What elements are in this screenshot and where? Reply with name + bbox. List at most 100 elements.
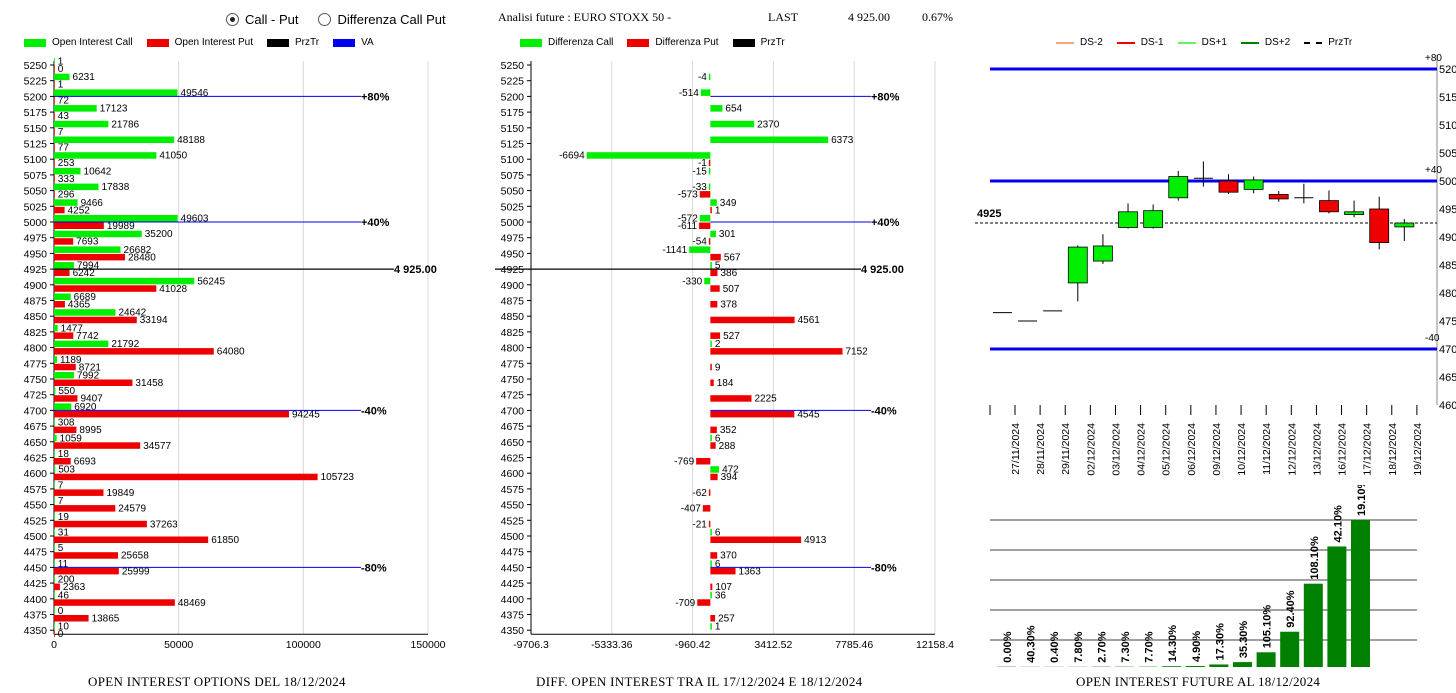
strike-label: 4875: [24, 296, 48, 308]
candle-body: [1093, 245, 1113, 262]
oi-future-label: 7.70%: [1144, 631, 1156, 662]
date-label: 27/11/2024: [1010, 423, 1022, 475]
bar-value-label: 48188: [177, 135, 205, 146]
put-bar: [710, 206, 712, 214]
date-label: 09/12/2024: [1211, 423, 1223, 476]
put-bar: [710, 301, 718, 308]
oi-future-label: 105.10%: [1262, 605, 1274, 649]
candlestick-chart: 4600 4650 4700 4750 4800 4850 4900 4950 5000 5050…: [975, 53, 1456, 476]
legend-swatch: [1116, 41, 1135, 44]
strike-label: 5150: [501, 123, 525, 135]
strike-label: 5050: [24, 186, 48, 198]
oi-future-bar: [1256, 652, 1276, 667]
strike-label: 4950: [24, 248, 48, 260]
legend-prztr: PrzTr: [267, 37, 319, 48]
bar-value-label: 184: [717, 378, 734, 389]
strike-label: 4525: [501, 515, 525, 527]
legend-label: PrzTr: [760, 37, 785, 48]
strike-label: 5000: [24, 217, 48, 229]
strike-label: 4400: [501, 594, 525, 606]
legend-swatch: [333, 38, 356, 47]
legend-swatch: [267, 38, 289, 47]
strike-label: 4975: [24, 233, 48, 245]
strike-label: 4850: [501, 311, 525, 323]
candle-body: [1168, 176, 1189, 199]
bar-value-label: 9466: [81, 198, 104, 209]
call-bar: [710, 340, 712, 348]
bar-value-label: 9: [715, 362, 721, 373]
put-bar: [54, 583, 60, 591]
radio-call-put-indicator[interactable]: [226, 13, 239, 26]
change-percent: 0.67%: [922, 10, 953, 24]
put-bar: [54, 567, 119, 575]
radio-differenza[interactable]: Differenza Call Put: [318, 12, 446, 27]
bar-value-label: 35200: [145, 229, 173, 240]
put-bar: [54, 426, 77, 434]
put-bar: [54, 536, 209, 543]
call-bar: [708, 167, 711, 175]
oi-future-label: 40.30%: [1026, 625, 1038, 663]
strike-label: 4600: [24, 468, 48, 480]
bar-value-label: 0: [58, 629, 64, 640]
oi-future-label: 92.40%: [1285, 590, 1297, 628]
legend-swatch: [1304, 41, 1323, 44]
call-bar: [54, 466, 56, 473]
bar-value-label: 7992: [77, 371, 100, 382]
strike-label: 4750: [24, 374, 48, 386]
call-bar: [54, 152, 157, 159]
put-bar: [54, 191, 55, 198]
call-bar: [54, 167, 81, 175]
bar-value-label: 503: [58, 465, 75, 476]
bar-value-label: 2: [715, 339, 721, 350]
y-tick-label: 5100: [1439, 120, 1456, 132]
strike-label: 4600: [501, 468, 525, 480]
date-label: 29/11/2024: [1060, 423, 1072, 475]
candle-legend: DS-2 DS-1 DS+1 DS+2 PrzTr: [1056, 37, 1352, 48]
put-bar: [710, 552, 718, 559]
legend-swatch: [24, 38, 46, 47]
strike-label: 5225: [24, 76, 48, 88]
radio-call-put[interactable]: Call - Put: [226, 12, 298, 27]
put-bar: [54, 332, 74, 339]
oi-future-label: 35.30%: [1238, 621, 1250, 659]
strike-label: 5200: [501, 91, 525, 103]
y-tick-label: 4650: [1439, 372, 1456, 384]
bar-value-label: -21: [692, 519, 707, 530]
legend-oi-put: Open Interest Put: [146, 37, 253, 48]
bar-value-label: 107: [715, 582, 732, 593]
bar-value-label: 550: [58, 386, 75, 397]
legend-label: PrzTr: [1328, 37, 1353, 48]
bar-value-label: 0: [58, 64, 64, 75]
put-bar: [708, 238, 711, 245]
radio-differenza-indicator[interactable]: [318, 13, 332, 26]
level-label: -40: [1425, 333, 1440, 344]
bar-value-label: 17123: [100, 104, 128, 115]
bar-value-label: 352: [720, 425, 737, 436]
strike-label: 4750: [501, 374, 525, 386]
call-bar: [710, 105, 723, 112]
oi-chart-title: OPEN INTEREST OPTIONS DEL 18/12/2024: [88, 674, 346, 689]
put-bar: [54, 96, 55, 104]
y-tick-label: 4700: [1439, 344, 1456, 356]
date-label: 16/12/2024: [1337, 423, 1349, 476]
va-label: +40%: [871, 217, 900, 229]
oi-future-chart: 0.00% 40.30% 0.40% 7.80% 2.70% 7.30% 7.70% 14.3…: [990, 485, 1417, 667]
put-bar: [710, 442, 716, 449]
date-label: 19/12/2024: [1412, 423, 1424, 476]
bar-value-label: 49603: [181, 214, 209, 225]
put-bar: [710, 583, 713, 591]
bar-value-label: -330: [682, 276, 702, 287]
oi-future-label: 19.10%: [1356, 485, 1368, 516]
call-bar: [54, 277, 195, 285]
bar-value-label: -6694: [559, 151, 585, 162]
call-bar: [689, 246, 711, 253]
y-tick-label: 5200: [1439, 64, 1456, 76]
strike-label: 4350: [24, 625, 48, 637]
date-label: 17/12/2024: [1362, 423, 1374, 476]
strike-label: 5150: [24, 123, 48, 135]
put-bar: [54, 144, 55, 151]
call-bar: [54, 419, 55, 426]
legend-label: DS-2: [1080, 37, 1103, 48]
legend-candle-prztr: PrzTr: [1304, 37, 1352, 48]
put-bar: [54, 159, 55, 167]
